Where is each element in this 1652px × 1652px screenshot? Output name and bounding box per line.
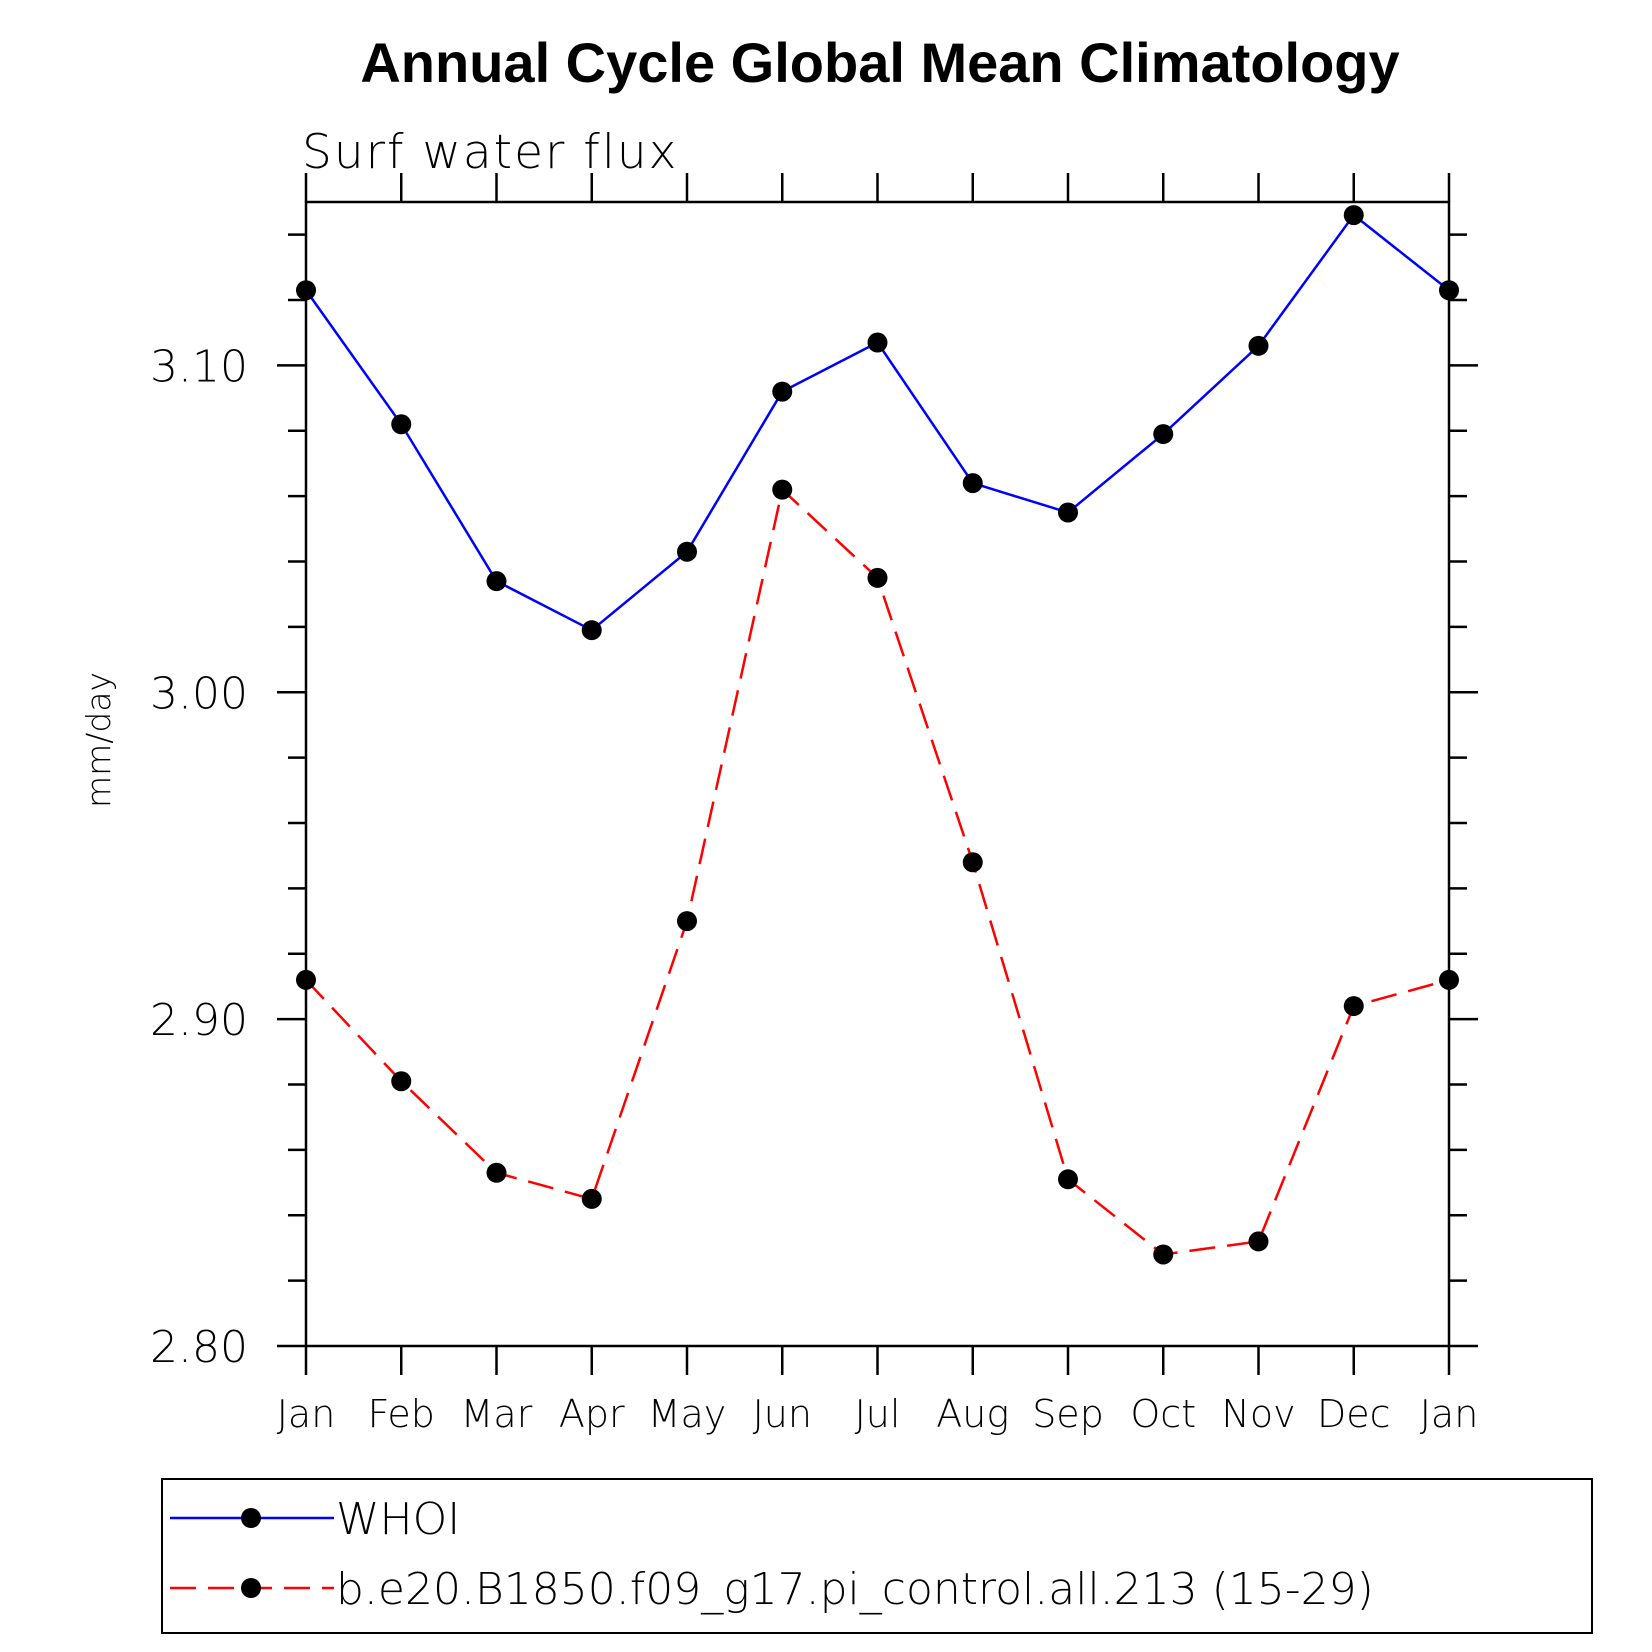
x-tick-label: Sep <box>1032 1392 1104 1436</box>
series-0-point <box>391 414 412 435</box>
y-axis-ticks: 2.80 2.90 3.00 3.10 <box>150 233 1478 1373</box>
series-1-point <box>1439 969 1459 990</box>
x-tick-label: Dec <box>1317 1392 1391 1436</box>
series-0-point <box>1248 335 1269 356</box>
x-tick-label: Oct <box>1130 1392 1196 1436</box>
y-tick-label: 3.10 <box>150 341 248 392</box>
series-0-point <box>1343 205 1364 226</box>
series-1-point <box>1343 996 1364 1017</box>
series-0-point <box>1153 424 1174 445</box>
legend-label-1: b.e20.B1850.f09_g17.pi_control.all.213 (… <box>336 1564 1374 1615</box>
x-tick-label: Apr <box>559 1392 625 1436</box>
series-1-point <box>772 479 793 500</box>
x-axis-ticks: Jan Feb Mar Apr May Jun Jul Aug Sep Oct Nov Dec Jan <box>277 173 1479 1436</box>
legend-marker-0 <box>241 1508 261 1528</box>
x-tick-label: Jun <box>753 1392 812 1436</box>
x-tick-label: Jan <box>277 1392 336 1436</box>
series-1-point <box>391 1071 412 1092</box>
x-tick-label: Jan <box>1420 1392 1479 1436</box>
series-0-point <box>1439 280 1459 301</box>
x-tick-label: Aug <box>936 1392 1009 1436</box>
series-1-point <box>1248 1231 1269 1252</box>
x-tick-label: Nov <box>1221 1392 1295 1436</box>
series-0-point <box>677 541 697 562</box>
series-0-point <box>296 280 316 301</box>
x-tick-label: Feb <box>368 1392 435 1436</box>
series-layer <box>296 205 1459 1265</box>
series-1-point <box>677 911 697 932</box>
y-tick-label: 3.00 <box>150 668 248 719</box>
series-1-point <box>581 1188 602 1209</box>
series-0-point <box>772 381 793 402</box>
x-tick-label: Mar <box>461 1392 533 1436</box>
series-1-point <box>1153 1244 1174 1265</box>
series-0-point <box>1058 502 1078 523</box>
series-1-point <box>962 852 983 873</box>
legend-box <box>161 1478 1593 1634</box>
legend: WHOI b.e20.B1850.f09_g17.pi_control.all.2… <box>170 1494 1374 1615</box>
x-tick-label: Jul <box>855 1392 901 1436</box>
chart-subtitle: Surf water flux <box>302 125 679 180</box>
series-0-point <box>486 571 507 592</box>
series-0-point <box>867 332 888 353</box>
series-0-point <box>581 620 602 641</box>
y-tick-label: 2.90 <box>150 995 248 1046</box>
series-0-point <box>962 473 983 494</box>
series-1-point <box>296 969 316 990</box>
y-tick-label: 2.80 <box>150 1322 248 1373</box>
x-tick-label: May <box>648 1392 727 1436</box>
legend-marker-1 <box>241 1578 261 1598</box>
series-1-point <box>486 1162 507 1183</box>
series-line-1 <box>305 487 1450 1256</box>
y-axis-label: mm/day <box>79 672 118 808</box>
legend-label-0: WHOI <box>336 1494 460 1545</box>
series-1-point <box>1058 1169 1078 1190</box>
plot-frame <box>304 200 1451 1348</box>
chart-title: Annual Cycle Global Mean Climatology <box>360 31 1399 94</box>
series-1-point <box>867 567 888 588</box>
